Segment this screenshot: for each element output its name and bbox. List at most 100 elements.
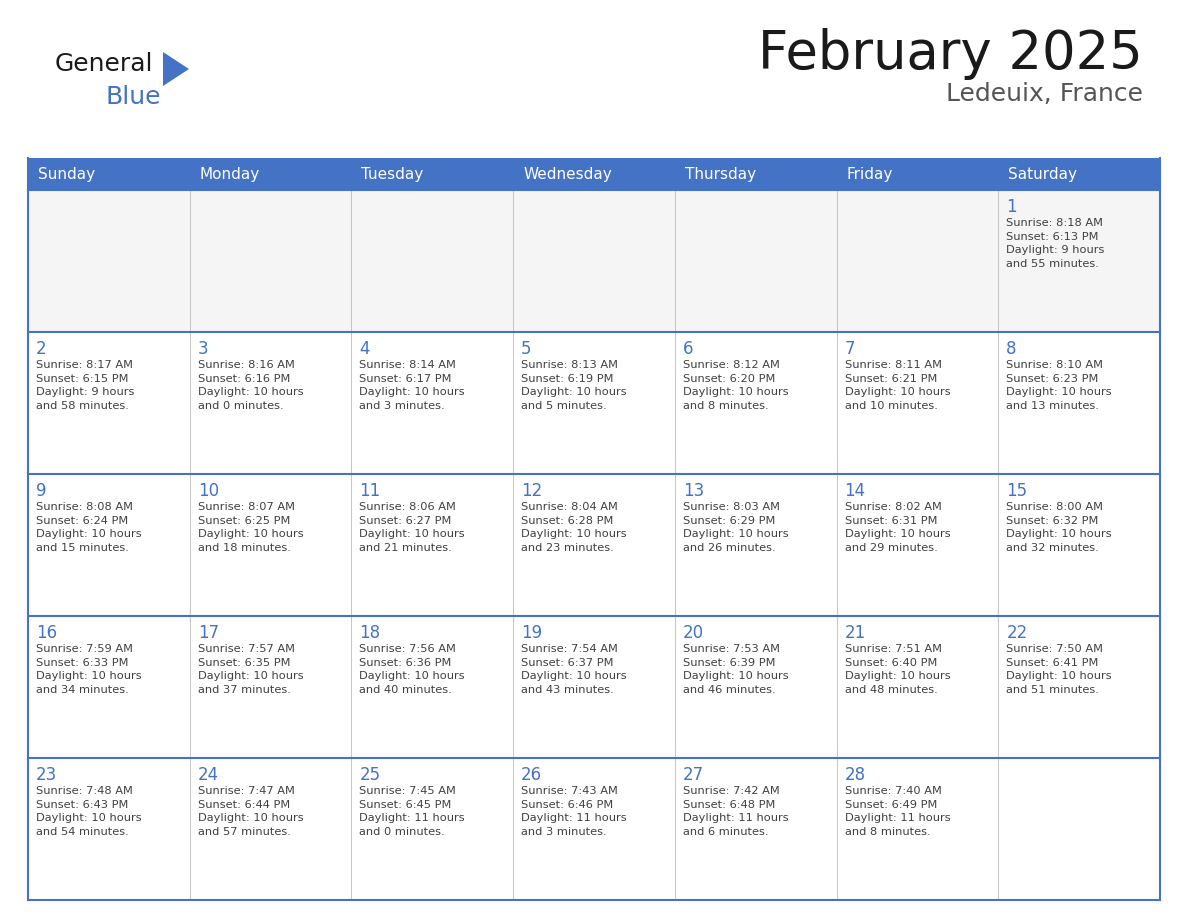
Bar (190, 332, 352, 474)
Text: Sunrise: 7:51 AM
Sunset: 6:40 PM
Daylight: 10 hours
and 48 minutes.: Sunrise: 7:51 AM Sunset: 6:40 PM Dayligh… (845, 644, 950, 695)
Text: 22: 22 (1006, 624, 1028, 642)
Bar (29, 758, 190, 900)
Text: 9: 9 (36, 482, 46, 500)
Text: Sunrise: 8:11 AM
Sunset: 6:21 PM
Daylight: 10 hours
and 10 minutes.: Sunrise: 8:11 AM Sunset: 6:21 PM Dayligh… (845, 360, 950, 410)
Text: 28: 28 (845, 766, 866, 784)
Bar (29, 190, 190, 332)
Text: 24: 24 (197, 766, 219, 784)
Text: 11: 11 (360, 482, 380, 500)
Text: Sunrise: 8:02 AM
Sunset: 6:31 PM
Daylight: 10 hours
and 29 minutes.: Sunrise: 8:02 AM Sunset: 6:31 PM Dayligh… (845, 502, 950, 553)
Text: 25: 25 (360, 766, 380, 784)
Text: 4: 4 (360, 340, 369, 358)
Text: 27: 27 (683, 766, 704, 784)
Bar (190, 474, 352, 616)
Polygon shape (163, 52, 189, 86)
Text: 1: 1 (1006, 198, 1017, 216)
Text: 6: 6 (683, 340, 694, 358)
Bar (513, 758, 675, 900)
Text: Sunrise: 7:48 AM
Sunset: 6:43 PM
Daylight: 10 hours
and 54 minutes.: Sunrise: 7:48 AM Sunset: 6:43 PM Dayligh… (36, 786, 141, 837)
Bar (29, 616, 190, 758)
Text: Sunrise: 7:40 AM
Sunset: 6:49 PM
Daylight: 11 hours
and 8 minutes.: Sunrise: 7:40 AM Sunset: 6:49 PM Dayligh… (845, 786, 950, 837)
Bar (998, 332, 1159, 474)
Text: 20: 20 (683, 624, 704, 642)
Text: 23: 23 (36, 766, 57, 784)
Bar (352, 332, 513, 474)
Text: Sunrise: 8:04 AM
Sunset: 6:28 PM
Daylight: 10 hours
and 23 minutes.: Sunrise: 8:04 AM Sunset: 6:28 PM Dayligh… (522, 502, 627, 553)
Bar (836, 474, 998, 616)
Bar (675, 616, 836, 758)
Bar (190, 616, 352, 758)
Bar (836, 616, 998, 758)
Text: Blue: Blue (105, 85, 160, 109)
Text: Sunrise: 7:47 AM
Sunset: 6:44 PM
Daylight: 10 hours
and 57 minutes.: Sunrise: 7:47 AM Sunset: 6:44 PM Dayligh… (197, 786, 303, 837)
Bar (998, 616, 1159, 758)
Bar (513, 474, 675, 616)
Bar (675, 758, 836, 900)
Text: 26: 26 (522, 766, 542, 784)
Text: Sunrise: 7:56 AM
Sunset: 6:36 PM
Daylight: 10 hours
and 40 minutes.: Sunrise: 7:56 AM Sunset: 6:36 PM Dayligh… (360, 644, 465, 695)
Text: Ledeuix, France: Ledeuix, France (946, 82, 1143, 106)
Bar (190, 758, 352, 900)
Bar (29, 332, 190, 474)
Text: Sunrise: 8:00 AM
Sunset: 6:32 PM
Daylight: 10 hours
and 32 minutes.: Sunrise: 8:00 AM Sunset: 6:32 PM Dayligh… (1006, 502, 1112, 553)
Bar (352, 616, 513, 758)
Text: 3: 3 (197, 340, 208, 358)
Text: 13: 13 (683, 482, 704, 500)
Text: Wednesday: Wednesday (523, 166, 612, 182)
Bar (352, 474, 513, 616)
Text: Sunrise: 7:45 AM
Sunset: 6:45 PM
Daylight: 11 hours
and 0 minutes.: Sunrise: 7:45 AM Sunset: 6:45 PM Dayligh… (360, 786, 465, 837)
Bar (998, 474, 1159, 616)
Bar (352, 190, 513, 332)
Text: 17: 17 (197, 624, 219, 642)
Text: 14: 14 (845, 482, 866, 500)
Text: Monday: Monday (200, 166, 260, 182)
Text: Sunrise: 8:13 AM
Sunset: 6:19 PM
Daylight: 10 hours
and 5 minutes.: Sunrise: 8:13 AM Sunset: 6:19 PM Dayligh… (522, 360, 627, 410)
Text: Sunrise: 8:06 AM
Sunset: 6:27 PM
Daylight: 10 hours
and 21 minutes.: Sunrise: 8:06 AM Sunset: 6:27 PM Dayligh… (360, 502, 465, 553)
Text: 19: 19 (522, 624, 542, 642)
Bar (836, 758, 998, 900)
Bar (29, 474, 190, 616)
Text: Sunrise: 7:57 AM
Sunset: 6:35 PM
Daylight: 10 hours
and 37 minutes.: Sunrise: 7:57 AM Sunset: 6:35 PM Dayligh… (197, 644, 303, 695)
Text: 10: 10 (197, 482, 219, 500)
Bar (675, 332, 836, 474)
Text: Sunrise: 8:07 AM
Sunset: 6:25 PM
Daylight: 10 hours
and 18 minutes.: Sunrise: 8:07 AM Sunset: 6:25 PM Dayligh… (197, 502, 303, 553)
Bar (352, 758, 513, 900)
Text: 16: 16 (36, 624, 57, 642)
Text: 7: 7 (845, 340, 855, 358)
Text: Sunrise: 8:18 AM
Sunset: 6:13 PM
Daylight: 9 hours
and 55 minutes.: Sunrise: 8:18 AM Sunset: 6:13 PM Dayligh… (1006, 218, 1105, 269)
Text: 5: 5 (522, 340, 532, 358)
Text: Sunday: Sunday (38, 166, 95, 182)
Bar (998, 758, 1159, 900)
Text: Sunrise: 7:43 AM
Sunset: 6:46 PM
Daylight: 11 hours
and 3 minutes.: Sunrise: 7:43 AM Sunset: 6:46 PM Dayligh… (522, 786, 627, 837)
Text: Sunrise: 8:17 AM
Sunset: 6:15 PM
Daylight: 9 hours
and 58 minutes.: Sunrise: 8:17 AM Sunset: 6:15 PM Dayligh… (36, 360, 134, 410)
Bar (675, 190, 836, 332)
Text: Thursday: Thursday (684, 166, 756, 182)
Text: General: General (55, 52, 153, 76)
Bar (190, 190, 352, 332)
Text: Saturday: Saturday (1009, 166, 1078, 182)
Text: 18: 18 (360, 624, 380, 642)
Bar (513, 332, 675, 474)
Bar (675, 474, 836, 616)
Bar (513, 190, 675, 332)
Text: Sunrise: 8:14 AM
Sunset: 6:17 PM
Daylight: 10 hours
and 3 minutes.: Sunrise: 8:14 AM Sunset: 6:17 PM Dayligh… (360, 360, 465, 410)
Text: 12: 12 (522, 482, 543, 500)
Text: Sunrise: 8:08 AM
Sunset: 6:24 PM
Daylight: 10 hours
and 15 minutes.: Sunrise: 8:08 AM Sunset: 6:24 PM Dayligh… (36, 502, 141, 553)
Text: Sunrise: 7:59 AM
Sunset: 6:33 PM
Daylight: 10 hours
and 34 minutes.: Sunrise: 7:59 AM Sunset: 6:33 PM Dayligh… (36, 644, 141, 695)
Text: Sunrise: 8:16 AM
Sunset: 6:16 PM
Daylight: 10 hours
and 0 minutes.: Sunrise: 8:16 AM Sunset: 6:16 PM Dayligh… (197, 360, 303, 410)
Text: February 2025: February 2025 (758, 28, 1143, 80)
Text: Sunrise: 7:54 AM
Sunset: 6:37 PM
Daylight: 10 hours
and 43 minutes.: Sunrise: 7:54 AM Sunset: 6:37 PM Dayligh… (522, 644, 627, 695)
Text: 8: 8 (1006, 340, 1017, 358)
Bar (836, 332, 998, 474)
Bar (998, 190, 1159, 332)
Text: Sunrise: 7:50 AM
Sunset: 6:41 PM
Daylight: 10 hours
and 51 minutes.: Sunrise: 7:50 AM Sunset: 6:41 PM Dayligh… (1006, 644, 1112, 695)
Text: Sunrise: 7:53 AM
Sunset: 6:39 PM
Daylight: 10 hours
and 46 minutes.: Sunrise: 7:53 AM Sunset: 6:39 PM Dayligh… (683, 644, 789, 695)
Text: 15: 15 (1006, 482, 1028, 500)
Text: Tuesday: Tuesday (361, 166, 424, 182)
Text: Sunrise: 8:12 AM
Sunset: 6:20 PM
Daylight: 10 hours
and 8 minutes.: Sunrise: 8:12 AM Sunset: 6:20 PM Dayligh… (683, 360, 789, 410)
Bar (836, 190, 998, 332)
Text: Sunrise: 8:03 AM
Sunset: 6:29 PM
Daylight: 10 hours
and 26 minutes.: Sunrise: 8:03 AM Sunset: 6:29 PM Dayligh… (683, 502, 789, 553)
Text: 2: 2 (36, 340, 46, 358)
Text: Friday: Friday (847, 166, 893, 182)
Text: Sunrise: 8:10 AM
Sunset: 6:23 PM
Daylight: 10 hours
and 13 minutes.: Sunrise: 8:10 AM Sunset: 6:23 PM Dayligh… (1006, 360, 1112, 410)
